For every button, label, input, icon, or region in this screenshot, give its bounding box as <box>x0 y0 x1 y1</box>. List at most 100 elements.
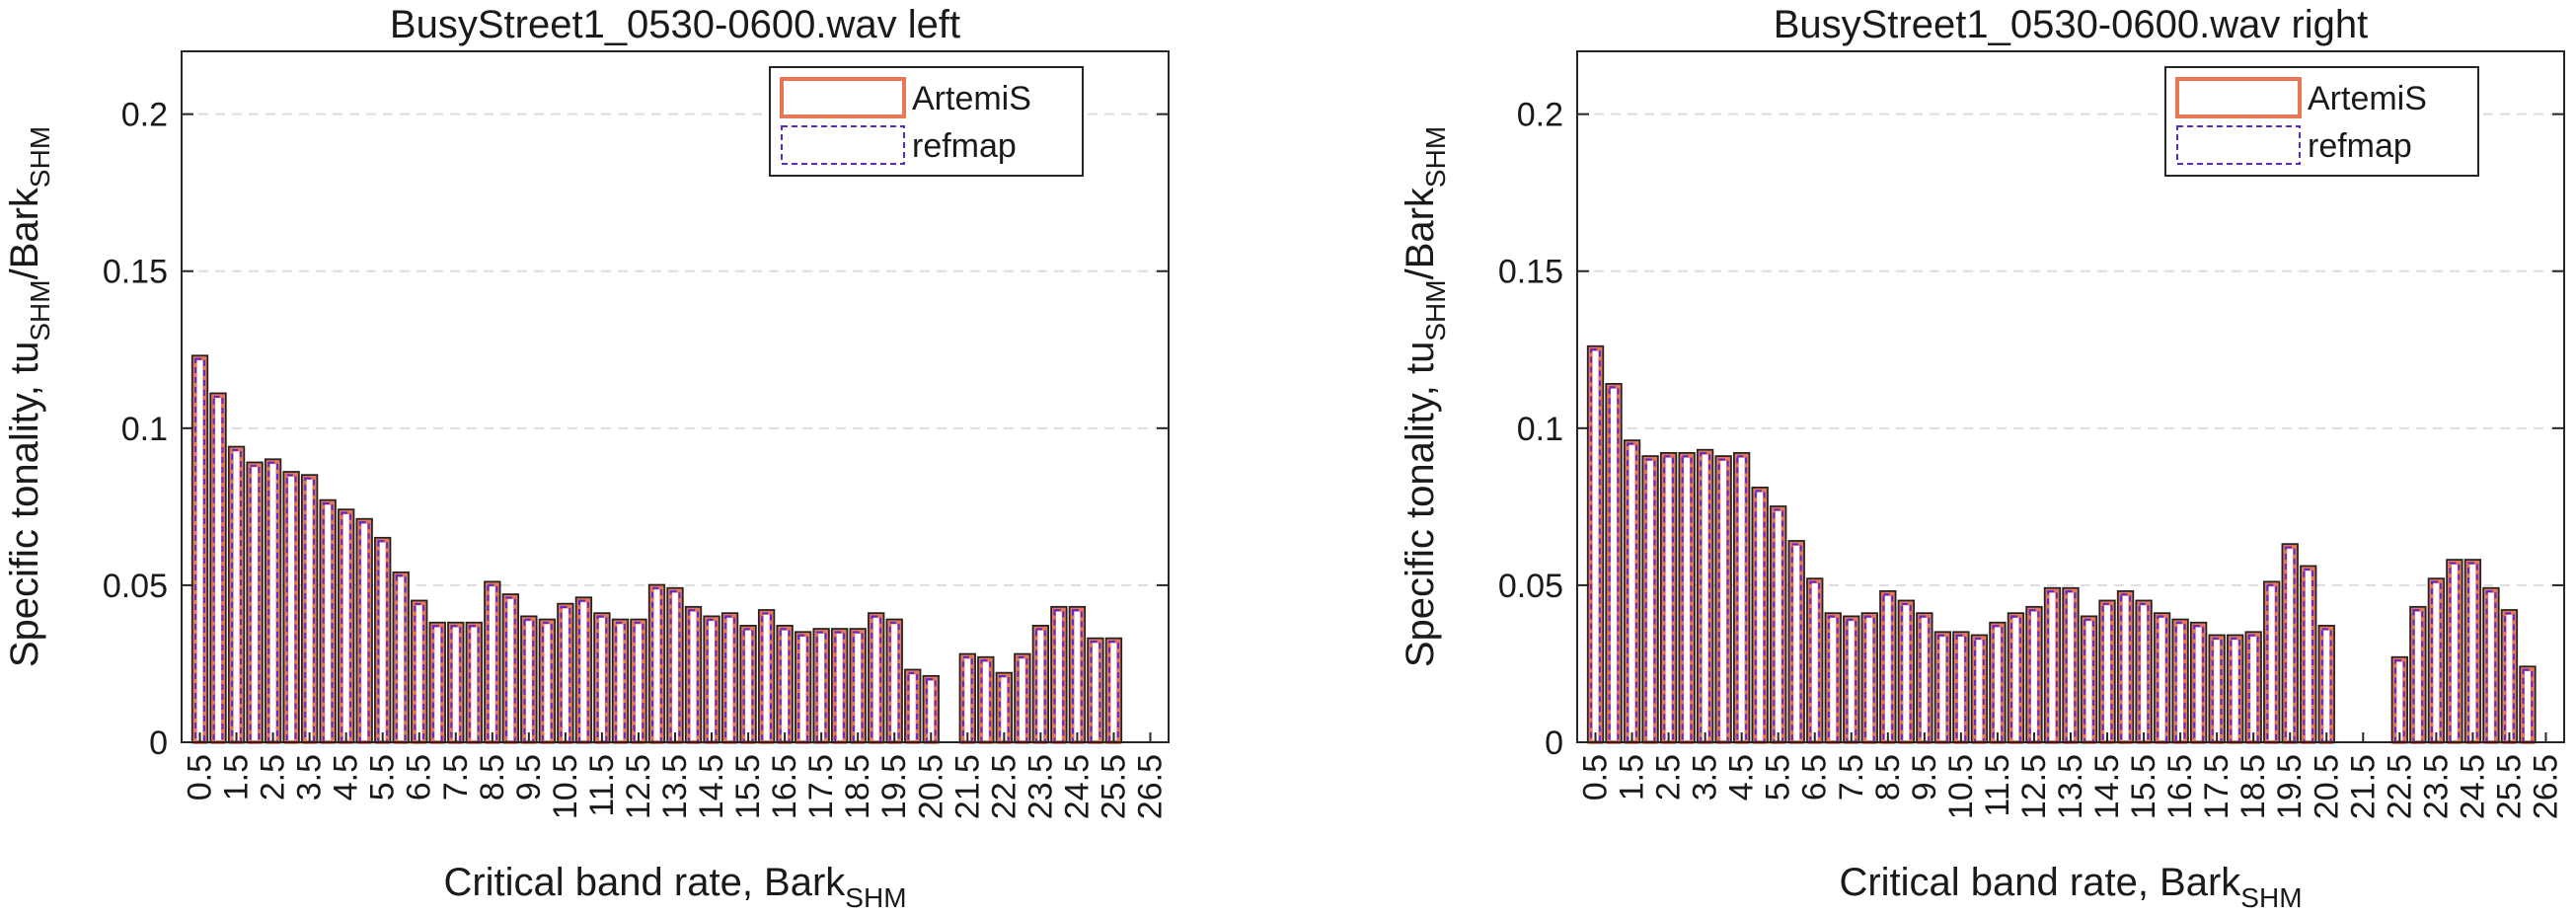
legend-refmap-swatch <box>2176 125 2301 165</box>
x-tick-label: 21.5 <box>948 754 986 819</box>
x-tick-label: 18.5 <box>839 754 876 819</box>
x-tick-label: 7.5 <box>437 754 475 801</box>
x-tick-label: 4.5 <box>328 754 365 801</box>
bar-refmap <box>2065 590 2077 743</box>
x-tick-label: 24.5 <box>2454 754 2491 819</box>
x-tick-label: 3.5 <box>291 754 329 801</box>
bar-refmap <box>1644 458 1656 743</box>
legend-artemis-label: ArtemiS <box>2308 80 2427 117</box>
bar-refmap <box>2412 609 2424 743</box>
x-tick-label: 8.5 <box>474 754 511 801</box>
chart-title: BusyStreet1_0530-0600.wav right <box>1774 3 2369 46</box>
y-tick-label: 0.1 <box>1517 411 1563 448</box>
y-tick-label: 0.15 <box>1498 254 1563 291</box>
x-tick-label: 15.5 <box>729 754 767 819</box>
x-tick-label: 6.5 <box>1796 754 1834 801</box>
x-tick-label: 25.5 <box>1095 754 1132 819</box>
legend-refmap-swatch <box>781 125 905 165</box>
x-axis-label: Critical band rate, BarkSHM <box>443 861 906 913</box>
x-tick-label: 0.5 <box>1577 754 1615 801</box>
bar-refmap <box>2303 568 2314 743</box>
x-tick-label: 22.5 <box>2381 754 2418 819</box>
bar-refmap <box>2028 609 2040 743</box>
x-tick-label: 24.5 <box>1058 754 1096 819</box>
bar-refmap <box>358 521 370 743</box>
x-axis-ticks: 0.5 1.5 2.5 3.5 4.5 5.5 6.5 7.5 8.5 9.5 10.5 11.5 12… <box>182 732 1169 819</box>
x-tick-label: 21.5 <box>2344 754 2382 819</box>
x-tick-label: 26.5 <box>2527 754 2564 819</box>
x-tick-label: 10.5 <box>547 754 584 819</box>
artemis-bars <box>1586 344 2537 745</box>
y-tick-label: 0 <box>149 724 168 762</box>
x-tick-label: 8.5 <box>1869 754 1907 801</box>
bar-refmap <box>1700 452 1711 743</box>
x-tick-label: 25.5 <box>2490 754 2528 819</box>
bar-refmap <box>1017 655 1028 744</box>
y-axis-ticks: 0 0.05 0.1 0.15 0.2 <box>103 97 1169 762</box>
bar-refmap <box>2230 637 2241 743</box>
bar-refmap <box>706 618 718 744</box>
chart-title: BusyStreet1_0530-0600.wav left <box>390 3 960 46</box>
x-tick-label: 19.5 <box>875 754 913 819</box>
legend: ArtemiS refmap <box>2164 66 2479 177</box>
y-axis-label: Specific tonality, tuSHM/BarkSHM <box>3 126 55 667</box>
bar-refmap <box>961 655 973 744</box>
legend: ArtemiS refmap <box>769 66 1084 177</box>
bar-refmap <box>504 596 516 743</box>
legend-refmap-label: refmap <box>912 127 1017 165</box>
y-tick-label: 0.2 <box>1517 97 1563 134</box>
chart-left: BusyStreet1_0530-0600.wav left 00.050.10… <box>3 3 1170 913</box>
legend-refmap-label: refmap <box>2308 127 2412 165</box>
bar-refmap <box>2393 659 2405 743</box>
legend-artemis-swatch <box>780 77 906 118</box>
bar-refmap <box>669 590 681 743</box>
bar-refmap <box>742 628 754 743</box>
x-tick-label: 7.5 <box>1833 754 1870 801</box>
x-tick-label: 2.5 <box>255 754 292 801</box>
chart-right: BusyStreet1_0530-0600.wav right 0 0.05 0.1… <box>1399 3 2565 913</box>
bar-refmap <box>1754 490 1766 744</box>
bar-refmap <box>651 586 662 744</box>
x-tick-label: 9.5 <box>1906 754 1943 801</box>
x-tick-label: 0.5 <box>182 754 219 801</box>
x-tick-label: 16.5 <box>766 754 803 819</box>
x-tick-label: 14.5 <box>693 754 730 819</box>
bar-refmap <box>2211 637 2223 743</box>
bar-refmap <box>1053 609 1065 743</box>
x-tick-label: 20.5 <box>912 754 949 819</box>
x-tick-label: 1.5 <box>218 754 256 801</box>
bar-refmap <box>688 609 699 743</box>
x-tick-label: 13.5 <box>656 754 694 819</box>
bar-refmap <box>1717 458 1729 743</box>
bar-refmap <box>1072 609 1083 743</box>
refmap-bars <box>1590 348 2534 744</box>
y-tick-label: 0.05 <box>1498 568 1563 605</box>
bar-refmap <box>1034 628 1046 743</box>
x-tick-label: 5.5 <box>364 754 402 801</box>
x-axis-label: Critical band rate, BarkSHM <box>1839 861 2302 913</box>
bar-refmap <box>1974 637 1985 743</box>
x-tick-label: 10.5 <box>1942 754 1980 819</box>
bar-refmap <box>377 540 389 743</box>
y-tick-label: 0.15 <box>103 254 168 291</box>
x-tick-label: 14.5 <box>2088 754 2126 819</box>
bar-refmap <box>2320 628 2332 743</box>
bar-refmap <box>980 659 992 743</box>
bar-refmap <box>578 599 589 743</box>
y-tick-label: 0.2 <box>121 97 168 134</box>
x-tick-label: 11.5 <box>583 754 621 817</box>
x-tick-label: 26.5 <box>1131 754 1169 819</box>
bar-refmap <box>925 678 937 744</box>
x-tick-label: 3.5 <box>1687 754 1724 801</box>
x-tick-label: 6.5 <box>401 754 438 801</box>
bar-refmap <box>231 448 242 743</box>
bar-refmap <box>267 461 278 743</box>
y-axis-label: Specific tonality, tuSHM/BarkSHM <box>1399 126 1451 667</box>
bar-refmap <box>779 628 791 743</box>
x-tick-label: 1.5 <box>1614 754 1651 801</box>
x-tick-label: 9.5 <box>510 754 548 801</box>
bar-refmap <box>2084 618 2094 744</box>
y-tick-label: 0.05 <box>103 568 168 605</box>
bar-refmap <box>2522 668 2534 743</box>
